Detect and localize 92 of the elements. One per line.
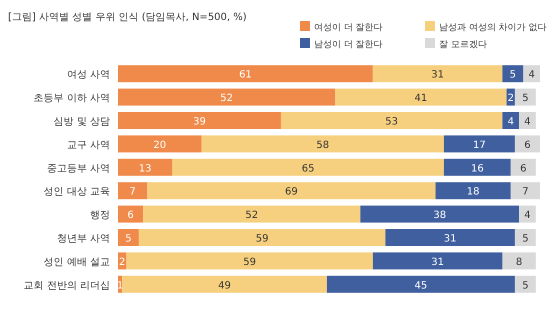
bar xyxy=(280,112,502,129)
data-label: 69 xyxy=(285,186,298,198)
data-label: 18 xyxy=(466,186,480,198)
bar xyxy=(502,252,536,270)
data-label: 8 xyxy=(516,256,522,268)
bar xyxy=(126,252,373,270)
y-tick-label: 심방 및 상담 xyxy=(54,116,110,128)
data-label: 5 xyxy=(125,234,132,244)
y-tick-label: 교회 전반의 리더십 xyxy=(24,280,110,292)
bar xyxy=(118,206,144,223)
data-label: 2 xyxy=(508,93,514,104)
bar xyxy=(510,182,540,200)
bar xyxy=(122,276,327,293)
data-label: 2 xyxy=(118,256,126,268)
bar xyxy=(372,252,502,270)
data-label: 6 xyxy=(127,210,134,222)
data-label: 61 xyxy=(239,70,252,81)
bar xyxy=(514,135,540,152)
bar xyxy=(360,206,520,223)
data-label: 7 xyxy=(522,186,529,198)
bar xyxy=(138,229,386,246)
bar xyxy=(519,206,536,223)
chart-title: [그림] 사역별 성별 우위 인식 (담임목사, N=500, %) xyxy=(8,12,247,23)
bar xyxy=(118,112,281,129)
data-label: 53 xyxy=(385,116,398,128)
data-label: 31 xyxy=(431,256,444,268)
bar xyxy=(519,112,536,129)
data-label: 1 xyxy=(116,280,124,292)
bar xyxy=(143,206,360,223)
data-label: 5 xyxy=(522,234,529,244)
y-tick-label: 초등부 이하 사역 xyxy=(34,93,110,104)
bar xyxy=(523,65,540,82)
bar xyxy=(502,112,520,129)
y-tick-label: 성인 예배 설교 xyxy=(44,256,110,268)
bar xyxy=(147,182,436,200)
data-label: 17 xyxy=(473,140,486,151)
y-tick-label: 중고등부 사역 xyxy=(46,163,110,174)
y-tick-label: 행정 xyxy=(90,210,110,222)
bar xyxy=(372,65,502,82)
legend-label: 여성이 더 잘한다 xyxy=(314,23,383,33)
data-label: 13 xyxy=(138,163,152,174)
legend-label: 잘 모르겠다 xyxy=(439,40,487,50)
bar xyxy=(118,88,336,106)
data-label: 6 xyxy=(524,140,531,151)
data-label: 4 xyxy=(524,116,531,128)
data-label: 52 xyxy=(220,93,233,104)
bar xyxy=(172,158,444,176)
data-label: 5 xyxy=(510,70,516,81)
y-tick-label: 성인 대상 교육 xyxy=(44,186,110,198)
bar xyxy=(118,229,139,246)
data-label: 39 xyxy=(193,116,206,128)
data-label: 31 xyxy=(431,70,444,81)
bar xyxy=(202,135,444,152)
data-label: 58 xyxy=(316,140,330,151)
bar xyxy=(514,229,536,246)
legend-label: 남성과 여성의 차이가 없다 xyxy=(439,23,547,33)
bar xyxy=(514,88,536,106)
data-label: 5 xyxy=(522,93,529,104)
legend-label: 남성이 더 잘한다 xyxy=(314,40,383,50)
bar xyxy=(514,276,536,293)
bar xyxy=(118,65,373,82)
data-label: 4 xyxy=(528,70,535,81)
data-label: 16 xyxy=(470,163,484,174)
bar xyxy=(444,158,511,176)
data-label: 49 xyxy=(218,280,231,292)
bar xyxy=(444,135,515,152)
data-label: 20 xyxy=(153,140,166,151)
data-label: 41 xyxy=(414,93,428,104)
bar xyxy=(385,229,515,246)
data-label: 59 xyxy=(256,234,269,244)
data-label: 4 xyxy=(508,116,514,128)
data-label: 7 xyxy=(129,186,136,198)
data-label: 4 xyxy=(524,210,531,222)
y-tick-label: 여성 사역 xyxy=(66,70,110,81)
bar xyxy=(326,276,515,293)
bar xyxy=(335,88,507,106)
data-label: 38 xyxy=(433,210,446,222)
data-label: 5 xyxy=(522,280,529,292)
data-label: 6 xyxy=(520,163,526,174)
data-label: 45 xyxy=(414,280,428,292)
data-label: 59 xyxy=(243,256,256,268)
bar xyxy=(502,65,524,82)
data-label: 65 xyxy=(302,163,314,174)
bar xyxy=(118,135,202,152)
data-label: 31 xyxy=(444,234,457,244)
bar xyxy=(118,182,148,200)
y-tick-label: 교구 사역 xyxy=(66,140,110,151)
y-tick-label: 청년부 사역 xyxy=(56,234,110,244)
data-label: 52 xyxy=(245,210,258,222)
bar xyxy=(510,158,536,176)
bar xyxy=(118,158,172,176)
bar xyxy=(436,182,511,200)
